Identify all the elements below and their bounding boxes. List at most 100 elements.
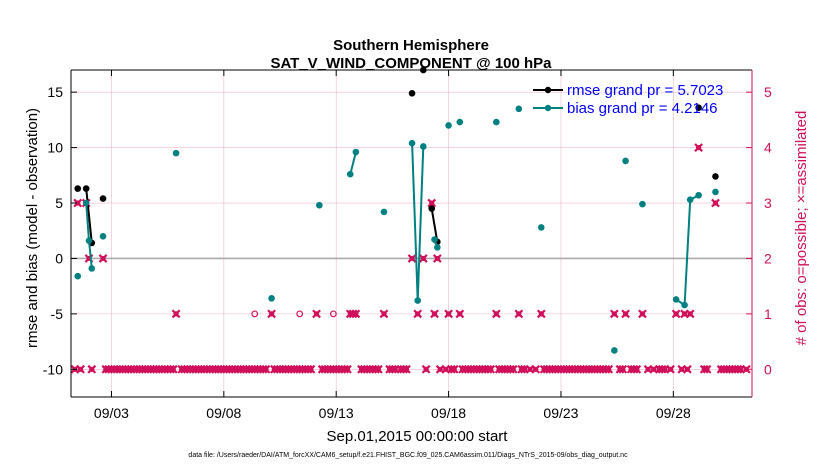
obs-x-center [344,366,351,372]
obs-assimilated-marker [685,309,695,319]
bias-point [686,196,694,203]
obs-x-center [89,366,95,372]
obs-x-center [651,366,657,372]
obs-x-center [313,311,320,317]
obs-x-center [521,366,528,372]
bias-point [434,244,441,251]
obs-assimilated-marker [632,364,642,374]
obs-assimilated-marker [514,309,524,319]
rmse-point [99,195,107,202]
y2-tick-label: 4 [764,140,772,156]
obs-assimilated-marker [609,309,619,319]
obs-possible-marker [329,310,337,318]
rmse-line [85,188,93,244]
obs-assimilated-marker [402,364,411,374]
obs-x-center [451,366,457,372]
obs-assimilated-marker [486,364,496,374]
obs-assimilated-marker [306,364,316,374]
obs-assimilated-marker [430,309,439,319]
obs-x-center [622,311,629,317]
obs-assimilated-marker [618,364,628,374]
x-tick-label: 09/13 [319,405,354,421]
obs-x-center [263,366,269,372]
obs-assimilated-marker [702,364,712,374]
bias-point [611,347,618,354]
obs-x-center [527,366,533,372]
obs-x-center [645,366,651,372]
obs-x-center [634,366,640,372]
y-tick-label: -5 [51,306,64,322]
obs-possible-marker [296,310,304,318]
obs-x-center [611,311,617,317]
obs-x-center [268,311,275,317]
obs-assimilated-marker [455,309,465,319]
y2-axis-label: # of obs: o=possible; ×=assimilated [793,111,810,346]
obs-x-center [704,366,710,372]
plot-area [71,70,752,397]
bias-point [172,149,180,157]
obs-assimilated-marker [427,198,437,208]
obs-x-center [409,255,415,262]
y-tick-label: 0 [55,250,63,266]
y-tick-label: 5 [55,195,63,211]
legend-marker-bias [544,104,552,112]
obs-x-center [488,366,494,372]
obs-x-center [679,366,685,372]
obs-x-center [308,366,314,372]
obs-x-center [681,311,688,317]
obs-assimilated-marker [343,364,352,374]
bias-point [712,188,719,196]
obs-x-center [75,200,81,206]
obs-x-center [639,311,646,317]
obs-assimilated-marker [73,198,83,208]
bias-point [445,122,452,129]
obs-assimilated-marker [421,364,431,374]
bias-point [672,296,680,303]
obs-assimilated-marker [379,309,389,319]
y2-tick-label: 5 [764,84,772,100]
rmse-point [712,173,719,180]
bias-point [695,191,702,199]
obs-x-center [516,311,522,317]
bias-line [349,151,357,175]
obs-x-center [429,200,435,206]
obs-x-center [100,255,106,262]
bias-point [622,157,629,165]
chart-subtitle: SAT_V_WIND_COMPONENT @ 100 hPa [270,55,552,72]
bias-point [537,224,545,231]
obs-assimilated-marker [373,364,383,374]
obs-assimilated-marker [449,364,459,374]
obs-x-center [696,144,702,151]
obs-x-center [170,366,176,372]
rmse-point [408,89,416,97]
obs-x-center [493,311,499,317]
obs-assimilated-marker [87,364,97,374]
bias-point [352,148,360,156]
obs-assimilated-marker [267,309,276,319]
obs-assimilated-marker [621,309,630,319]
obs-assimilated-marker [536,309,546,319]
obs-x-center [538,311,544,317]
rmse-point [428,205,436,212]
y-axis-label: rmse and bias (model - observation) [24,108,41,348]
obs-x-center [443,366,449,372]
obs-assimilated-marker [638,309,647,319]
obs-assimilated-marker [694,143,703,152]
bias-point [380,208,388,216]
obs-x-center [687,311,693,317]
obs-assimilated-marker [666,364,675,374]
legend-label-rmse: rmse grand pr = 5.7023 [567,82,723,99]
obs-x-center [662,366,668,372]
bias-point [515,105,523,113]
rmse-point [74,185,82,192]
x-tick-label: 09/08 [206,405,241,421]
obs-x-center [712,200,719,206]
obs-x-center [673,311,679,317]
obs-x-center [403,366,410,372]
rmse-point [82,185,90,192]
obs-x-center [457,311,463,317]
x-tick-label: 09/28 [656,405,691,421]
bias-point [408,139,416,147]
footnote: data file: /Users/raeder/DAI/ATM_forcXX/… [188,452,628,459]
